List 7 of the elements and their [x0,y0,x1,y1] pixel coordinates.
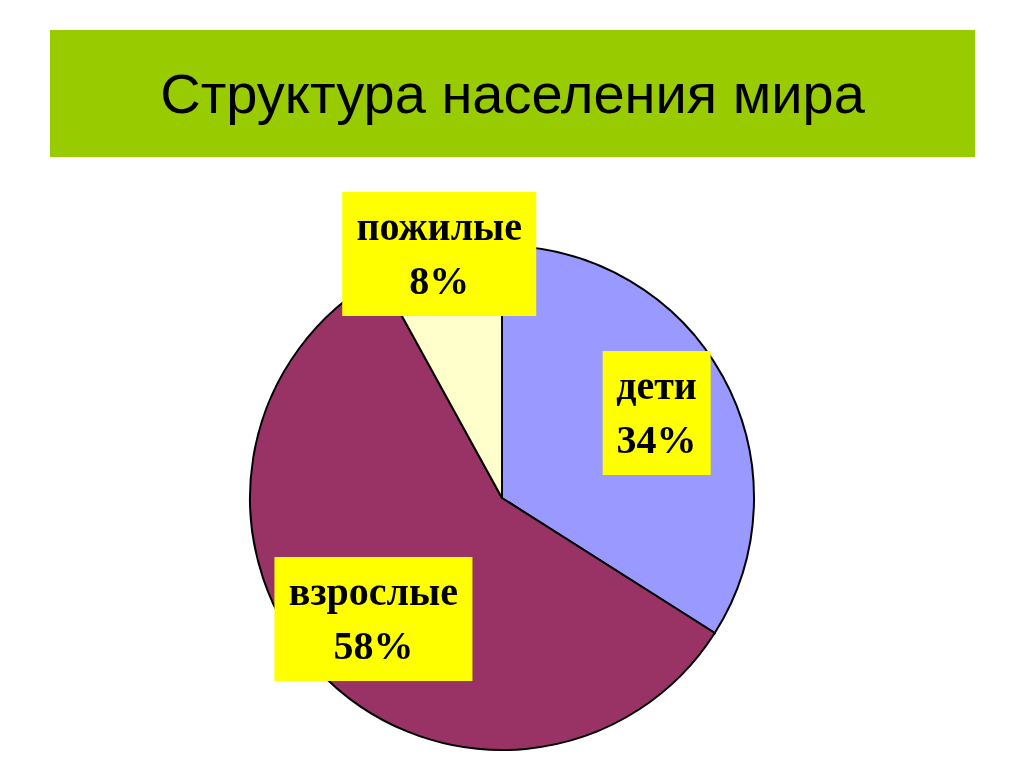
chart-title: Структура населения мира [50,30,975,157]
data-label: 34% [616,417,697,463]
slice-label: пожилые [356,203,523,249]
data-label: 58% [333,622,414,668]
data-label: 8% [409,257,470,303]
slice-label: взрослые [288,568,458,614]
slice-label: дети [616,363,697,409]
